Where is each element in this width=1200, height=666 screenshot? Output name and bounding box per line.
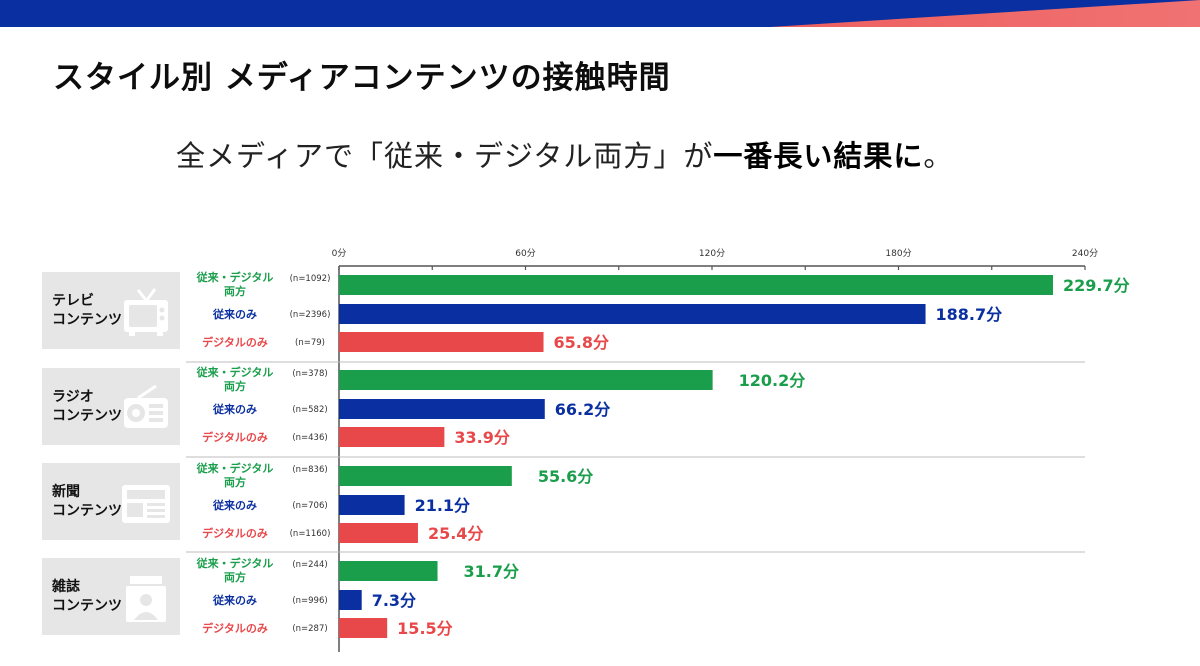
subtitle-emphasis: 一番長い結果に xyxy=(713,139,924,173)
subtitle-part1: 全メディアで「従来・デジタル両方」が xyxy=(176,139,714,173)
series-label: 従来・デジタル xyxy=(196,461,274,475)
bar xyxy=(339,370,713,390)
n-label: (n=2396) xyxy=(290,310,331,320)
magazine-icon xyxy=(126,576,166,622)
value-label: 33.9分 xyxy=(454,428,509,447)
series-label: 従来のみ xyxy=(212,307,257,321)
series-label: 従来・デジタル xyxy=(196,556,274,570)
tv-icon xyxy=(124,288,168,336)
value-label: 15.5分 xyxy=(397,619,452,638)
newspaper-icon xyxy=(122,485,170,523)
bar xyxy=(339,466,512,486)
n-label: (n=582) xyxy=(292,405,327,415)
series-label: 従来・デジタル xyxy=(196,270,274,284)
bars: 229.7分 120.2分 55.6分 31.7分 188.7分 66.2分 21.1分 7.… xyxy=(339,275,1130,638)
radio-icon xyxy=(124,384,168,428)
n-label: (n=836) xyxy=(292,465,327,475)
category-box-newspaper: 新聞 コンテンツ xyxy=(42,463,180,540)
series-label: 両方 xyxy=(224,284,246,298)
slide-subtitle: 全メディアで「従来・デジタル両方」が一番長い結果に。 xyxy=(176,133,953,175)
n-label: (n=378) xyxy=(292,369,327,379)
series-label: 両方 xyxy=(224,475,246,489)
series-label: 従来・デジタル xyxy=(196,365,274,379)
value-label: 55.6分 xyxy=(538,467,593,486)
x-tick-label: 120分 xyxy=(699,248,725,259)
bar xyxy=(339,618,388,638)
value-label: 66.2分 xyxy=(555,400,610,419)
bar xyxy=(339,332,544,352)
bar xyxy=(339,427,445,447)
value-label: 188.7分 xyxy=(936,305,1003,324)
x-axis: 0分 60分 120分 180分 240分 xyxy=(332,248,1098,652)
value-label: 229.7分 xyxy=(1063,276,1130,295)
series-label: 両方 xyxy=(224,379,246,393)
n-label: (n=1092) xyxy=(290,274,331,284)
x-tick-label: 60分 xyxy=(515,248,535,259)
series-label: デジタルのみ xyxy=(202,335,268,349)
n-label: (n=79) xyxy=(295,338,325,348)
series-label: 従来のみ xyxy=(212,402,257,416)
category-label: 雑誌 コンテンツ xyxy=(52,579,122,614)
banner-red-wedge xyxy=(770,0,1200,27)
bar xyxy=(339,275,1053,295)
value-label: 65.8分 xyxy=(554,333,609,352)
x-tick-label: 240分 xyxy=(1072,248,1098,259)
value-label: 120.2分 xyxy=(739,371,806,390)
n-label: (n=706) xyxy=(292,501,327,511)
n-label: (n=996) xyxy=(292,596,327,606)
bar xyxy=(339,304,926,324)
category-label: ラジオ コンテンツ xyxy=(52,389,122,424)
series-label: 従来のみ xyxy=(212,593,257,607)
n-label: (n=436) xyxy=(292,433,327,443)
n-label: (n=244) xyxy=(292,560,327,570)
slide-title: スタイル別 メディアコンテンツの接触時間 xyxy=(53,60,671,96)
series-label: 従来のみ xyxy=(212,498,257,512)
value-label: 25.4分 xyxy=(428,524,483,543)
series-labels: 従来・デジタル両方 (n=1092) 従来・デジタル両方 (n=378) 従来・デジタル… xyxy=(196,270,331,635)
subtitle-end: 。 xyxy=(923,139,954,173)
n-label: (n=1160) xyxy=(290,529,331,539)
value-label: 7.3分 xyxy=(372,591,416,610)
group-separators xyxy=(186,361,1085,553)
bar xyxy=(339,399,545,419)
category-box-tv: テレビ コンテンツ xyxy=(42,272,180,349)
bar xyxy=(339,523,418,543)
category-label: 新聞 コンテンツ xyxy=(52,484,122,519)
bar xyxy=(339,495,405,515)
value-label: 21.1分 xyxy=(415,496,470,515)
series-label: デジタルのみ xyxy=(202,621,268,635)
series-label: デジタルのみ xyxy=(202,430,268,444)
series-label: デジタルのみ xyxy=(202,526,268,540)
x-tick-label: 0分 xyxy=(332,248,347,259)
category-box-magazine: 雑誌 コンテンツ xyxy=(42,558,180,635)
category-box-radio: ラジオ コンテンツ xyxy=(42,368,180,445)
bar xyxy=(339,561,438,581)
series-label: 両方 xyxy=(224,570,246,584)
n-label: (n=287) xyxy=(292,624,327,634)
value-label: 31.7分 xyxy=(464,562,519,581)
bar xyxy=(339,590,362,610)
top-banner xyxy=(0,0,1200,27)
x-tick-label: 180分 xyxy=(885,248,911,259)
category-label: テレビ コンテンツ xyxy=(52,293,122,328)
